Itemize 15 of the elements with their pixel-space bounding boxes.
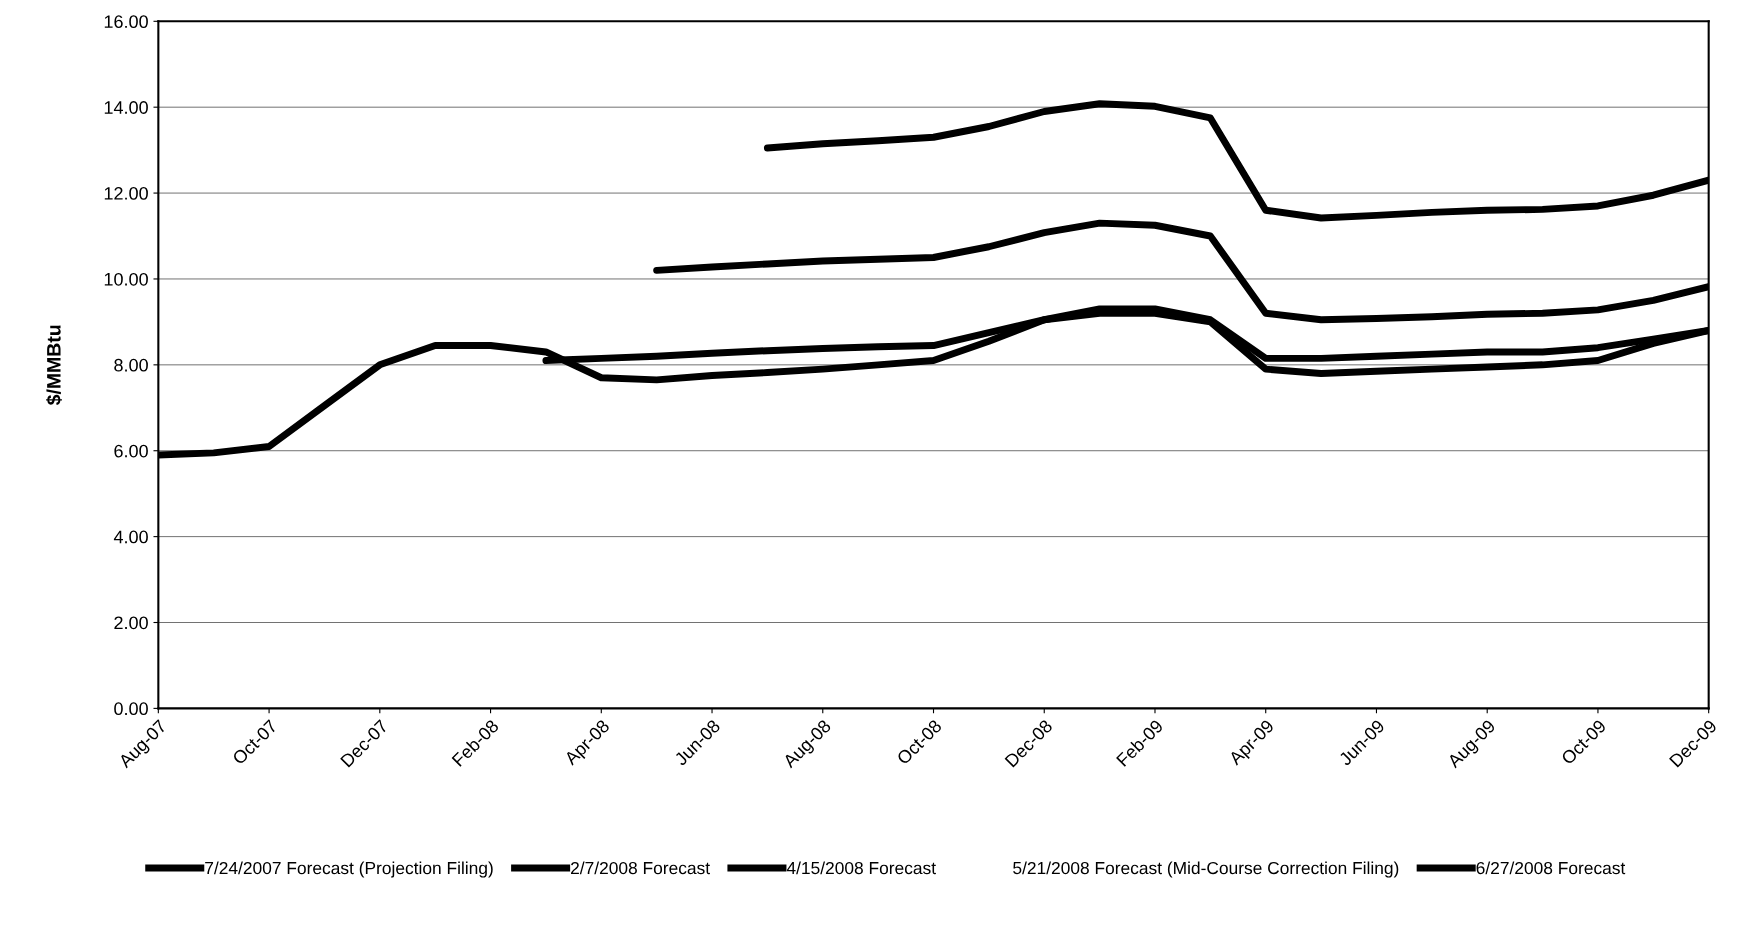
legend-label: 6/27/2008 Forecast — [1476, 861, 1626, 875]
y-tick-label: 12.00 — [104, 187, 148, 200]
legend-label: 2/7/2008 Forecast — [571, 861, 710, 875]
y-tick-label: 8.00 — [114, 358, 148, 372]
y-tick-label: 16.00 — [104, 15, 148, 29]
y-tick-label: 10.00 — [104, 272, 148, 286]
legend-label: 7/24/2007 Forecast (Projection Filing) — [205, 861, 493, 878]
y-tick-label: 6.00 — [114, 444, 148, 458]
text: 5/21/2008 Forecast (Mid-Course Correction Filing) — [1013, 861, 1399, 878]
y-tick-label: 2.00 — [114, 616, 148, 630]
y-axis-title: $/MMBtu — [46, 325, 62, 406]
y-tick-label: 14.00 — [104, 101, 148, 114]
legend-label: 4/15/2008 Forecast — [786, 861, 936, 875]
y-tick-label: 4.00 — [113, 530, 148, 544]
y-tick-label: 0.00 — [114, 702, 148, 716]
